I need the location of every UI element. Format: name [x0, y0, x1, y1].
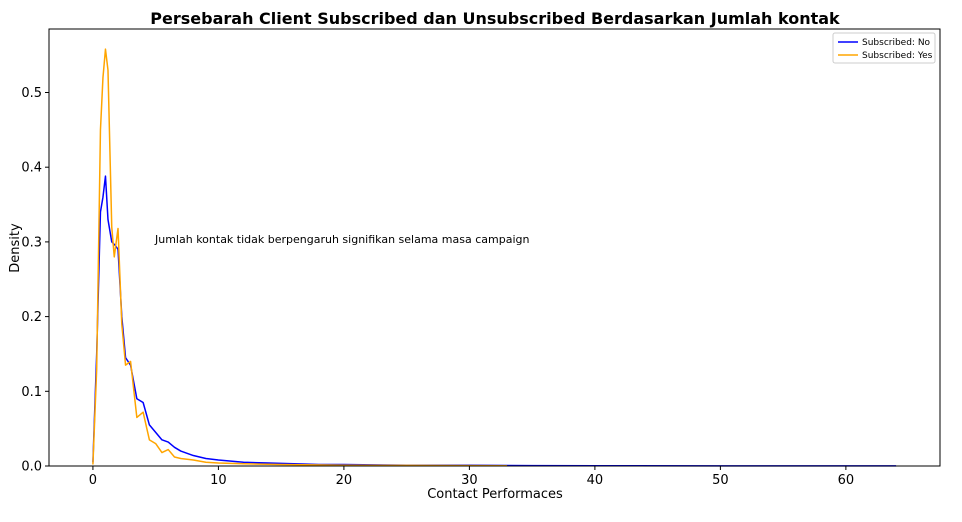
- x-axis-ticks: 0 10 20 30 40 50 60: [89, 466, 854, 488]
- plot-area: [48, 28, 941, 467]
- x-tick-label: 30: [461, 473, 478, 488]
- x-tick-label: 40: [587, 473, 604, 488]
- legend-label: Subscribed: Yes: [862, 51, 933, 61]
- y-axis-label: Density: [8, 223, 23, 273]
- legend: Subscribed: No Subscribed: Yes: [832, 32, 936, 64]
- chart-annotation: Jumlah kontak tidak berpengaruh signifik…: [154, 233, 529, 246]
- x-tick-label: 60: [838, 473, 855, 488]
- y-tick-label: 0.3: [21, 235, 42, 250]
- y-axis-ticks: 0.0 0.1 0.2 0.3 0.4 0.5: [21, 86, 49, 475]
- legend-label: Subscribed: No: [862, 38, 931, 48]
- chart-title: Persebarah Client Subscribed dan Unsubsc…: [150, 9, 840, 28]
- x-tick-label: 50: [712, 473, 729, 488]
- legend-box: [832, 32, 936, 64]
- series-layer: [92, 48, 897, 467]
- y-tick-label: 0.4: [21, 161, 42, 176]
- x-tick-label: 10: [210, 473, 227, 488]
- y-tick-label: 0.1: [21, 385, 42, 400]
- plot-frame: [48, 28, 941, 467]
- y-tick-label: 0.0: [21, 460, 42, 475]
- y-tick-label: 0.5: [21, 86, 42, 101]
- series-line-subscribed-yes: [92, 48, 508, 467]
- x-axis-label: Contact Performaces: [427, 487, 563, 502]
- y-tick-label: 0.2: [21, 310, 42, 325]
- x-tick-label: 20: [336, 473, 353, 488]
- x-tick-label: 0: [89, 473, 97, 488]
